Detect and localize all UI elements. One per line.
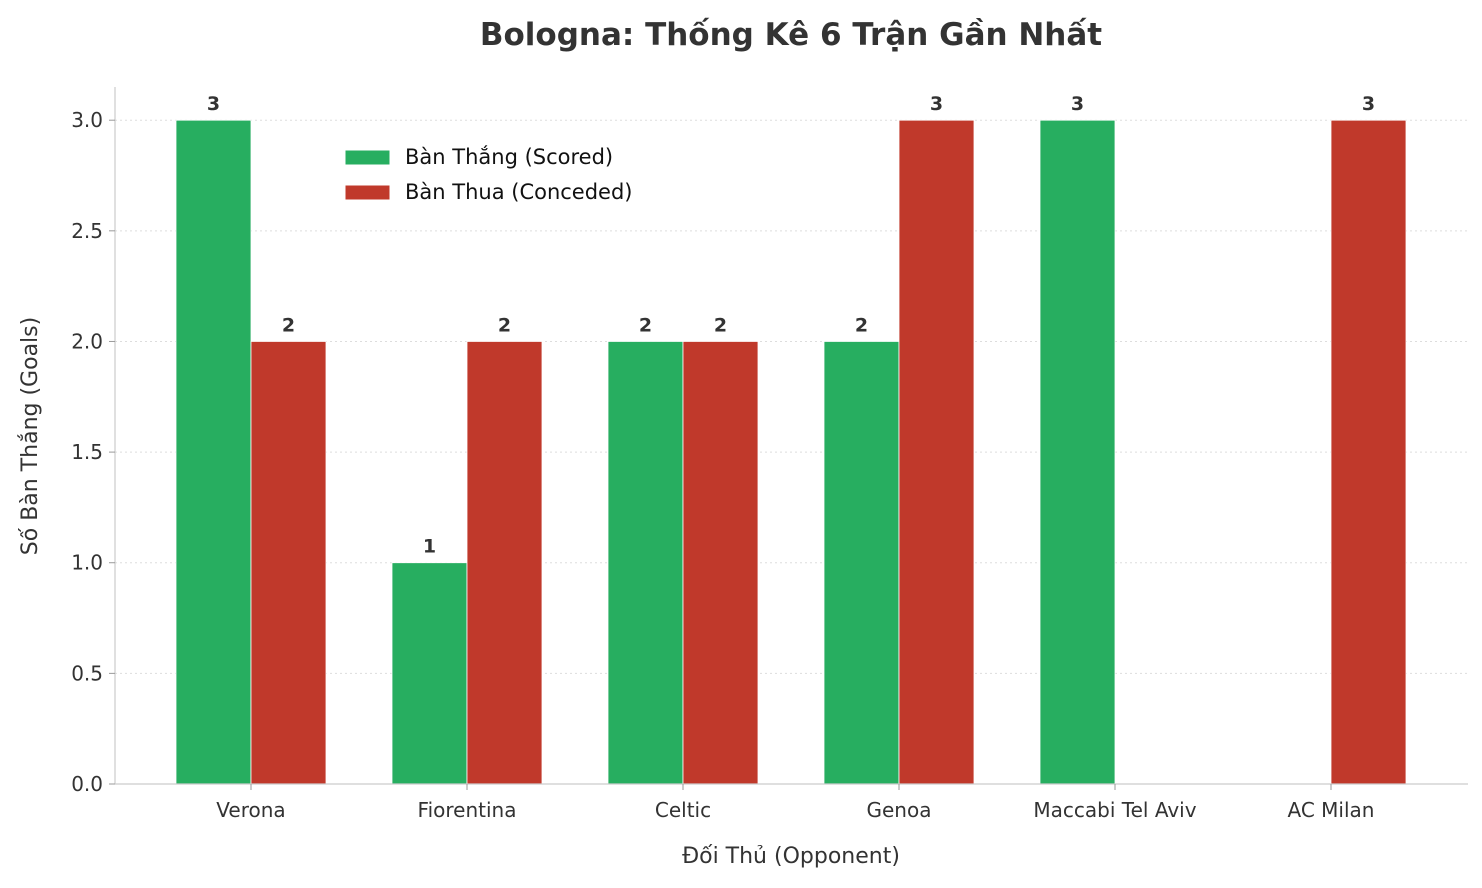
y-tick-label: 0.5 <box>71 661 103 685</box>
legend: Bàn Thắng (Scored) Bàn Thua (Conceded) <box>344 145 633 204</box>
legend-label: Bàn Thắng (Scored) <box>405 145 613 169</box>
y-tick-label: 0.0 <box>71 772 103 796</box>
legend-swatch-scored <box>344 149 391 166</box>
x-tick-label: AC Milan <box>1288 798 1375 822</box>
x-tick-label: Fiorentina <box>418 798 517 822</box>
y-tick-label: 3.0 <box>71 108 103 132</box>
x-tick-label: Maccabi Tel Aviv <box>1033 798 1196 822</box>
bar-scored <box>1039 119 1116 785</box>
y-ticks: 0.0 0.5 1.0 1.5 2.0 2.5 3.0 <box>71 108 115 796</box>
y-tick-label: 1.5 <box>71 440 103 464</box>
data-label: 3 <box>207 93 220 115</box>
y-axis-label: Số Bàn Thắng (Goals) <box>18 317 43 555</box>
data-label: 3 <box>930 93 943 115</box>
data-label: 1 <box>423 536 436 558</box>
bars: 3 2 1 2 2 2 2 3 3 3 <box>175 93 1407 785</box>
bar-conceded <box>1330 119 1407 785</box>
x-tick-label: Celtic <box>655 798 711 822</box>
data-label: 2 <box>282 314 295 336</box>
bar-conceded <box>250 341 327 785</box>
bar-conceded <box>898 119 975 785</box>
bar-scored <box>607 341 684 785</box>
data-label: 2 <box>639 314 652 336</box>
data-label: 2 <box>714 314 727 336</box>
y-tick-label: 2.5 <box>71 219 103 243</box>
y-tick-label: 2.0 <box>71 329 103 353</box>
legend-label: Bàn Thua (Conceded) <box>405 180 633 204</box>
bar-scored <box>823 341 900 785</box>
data-label: 3 <box>1362 93 1375 115</box>
data-label: 3 <box>1071 93 1084 115</box>
bar-conceded <box>466 341 543 785</box>
data-label: 2 <box>498 314 511 336</box>
bar-conceded <box>682 341 759 785</box>
x-ticks: Verona Fiorentina Celtic Genoa Maccabi Tel A… <box>216 784 1374 822</box>
x-tick-label: Genoa <box>867 798 932 822</box>
bar-scored <box>391 562 468 785</box>
bar-scored <box>175 119 252 785</box>
x-tick-label: Verona <box>216 798 285 822</box>
data-label: 2 <box>855 314 868 336</box>
legend-swatch-conceded <box>344 184 391 201</box>
grid <box>115 119 1468 674</box>
y-tick-label: 1.0 <box>71 551 103 575</box>
x-axis-label: Đối Thủ (Opponent) <box>682 844 900 869</box>
chart-title: Bologna: Thống Kê 6 Trận Gần Nhất <box>480 17 1102 53</box>
